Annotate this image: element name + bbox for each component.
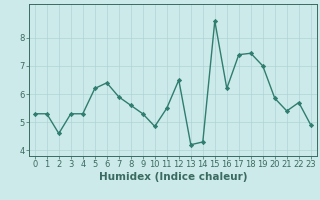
X-axis label: Humidex (Indice chaleur): Humidex (Indice chaleur) xyxy=(99,172,247,182)
